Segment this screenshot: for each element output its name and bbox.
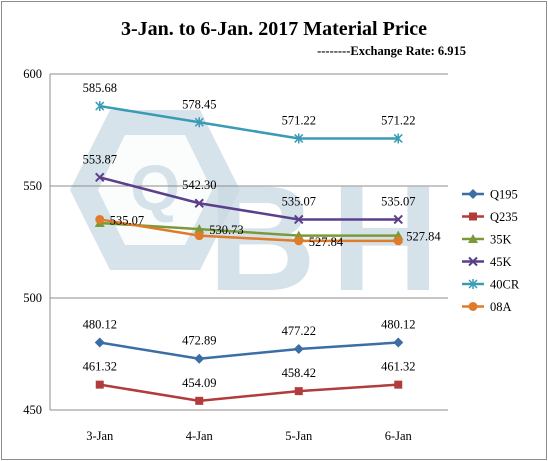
data-point-40cr xyxy=(393,133,403,144)
data-point-08a xyxy=(393,236,403,246)
data-point-45k xyxy=(95,172,105,183)
watermark-letter-h: H xyxy=(331,154,439,322)
data-label-q235: 458.42 xyxy=(282,366,316,380)
legend-marker xyxy=(469,212,477,221)
legend: Q195 Q235 35K 45K 40CR 08A xyxy=(462,188,520,314)
data-point-q195 xyxy=(393,337,404,348)
data-label-45k: 535.07 xyxy=(381,194,415,208)
data-point-45k xyxy=(393,214,403,225)
data-label-q195: 477.22 xyxy=(282,324,316,338)
marker-stroke xyxy=(393,214,403,225)
legend-label: 40CR xyxy=(490,278,520,292)
y-tick-label: 500 xyxy=(23,291,42,305)
data-label-08a: 527.84 xyxy=(309,235,344,249)
x-tick-label: 4-Jan xyxy=(186,429,214,443)
data-point-08a xyxy=(294,236,304,246)
legend-label: 45K xyxy=(490,255,512,269)
data-point-q235 xyxy=(294,387,303,396)
x-axis: 3-Jan 4-Jan 5-Jan 6-Jan xyxy=(50,409,448,443)
marker-stroke xyxy=(294,214,304,225)
y-tick-label: 550 xyxy=(23,179,42,193)
data-label-q195: 480.12 xyxy=(381,318,415,332)
data-label-q235: 461.32 xyxy=(381,360,415,374)
legend-label: 35K xyxy=(490,233,512,247)
marker-stroke xyxy=(194,198,204,208)
data-labels: 480.12 472.89 477.22 480.12 461.32 454.09 458.… xyxy=(83,81,442,390)
legend-item-40cr: 40CR xyxy=(462,278,520,292)
series-line-q235 xyxy=(99,383,399,403)
marker-stroke xyxy=(95,172,105,183)
legend-marker xyxy=(468,256,478,267)
chart-title: 3-Jan. to 6-Jan. 2017 Material Price xyxy=(121,18,427,40)
y-axis: 450 500 550 600 xyxy=(23,67,51,417)
legend-label: Q235 xyxy=(490,210,518,224)
y-tick-label: 450 xyxy=(23,403,42,417)
data-label-40cr: 571.22 xyxy=(282,113,316,127)
data-point-q195 xyxy=(194,353,205,364)
legend-marker xyxy=(468,234,478,243)
data-point-q235 xyxy=(95,380,104,389)
data-label-45k: 535.07 xyxy=(282,194,316,208)
data-label-q195: 480.12 xyxy=(83,318,117,332)
data-point-q235 xyxy=(195,396,204,405)
marker-stroke xyxy=(468,256,478,267)
data-label-45k: 553.87 xyxy=(83,152,117,166)
data-point-35k xyxy=(194,224,205,234)
legend-item-35k: 35K xyxy=(462,233,512,247)
legend-marker xyxy=(468,279,478,289)
x-tick-label: 5-Jan xyxy=(285,429,313,443)
data-point-08a xyxy=(95,214,105,224)
x-tick-label: 6-Jan xyxy=(385,429,413,443)
data-point-40cr xyxy=(194,117,204,128)
data-point-q235 xyxy=(394,380,403,389)
data-label-40cr: 585.68 xyxy=(83,81,117,95)
data-point-q195 xyxy=(94,337,105,348)
data-label-q195: 472.89 xyxy=(182,334,216,348)
legend-item-45k: 45K xyxy=(462,255,512,269)
y-tick-label: 600 xyxy=(23,67,42,81)
legend-item-q235: Q235 xyxy=(462,210,518,224)
legend-marker xyxy=(468,302,478,311)
data-label-q235: 454.09 xyxy=(182,376,216,390)
legend-item-08a: 08A xyxy=(462,300,512,314)
data-point-q195 xyxy=(293,344,304,355)
data-point-08a xyxy=(194,231,204,241)
series-line-45k xyxy=(99,176,399,221)
data-label-q235: 461.32 xyxy=(83,360,117,374)
data-label-08a: 535.07 xyxy=(110,213,144,227)
data-point-40cr xyxy=(95,101,105,112)
data-label-35k: 527.84 xyxy=(406,230,441,244)
series-line-q195 xyxy=(99,341,399,360)
chart-subtitle: --------Exchange Rate: 6.915 xyxy=(317,44,466,58)
data-label-40cr: 571.22 xyxy=(381,113,415,127)
series-line-35k xyxy=(99,221,399,237)
x-tick-label: 3-Jan xyxy=(86,429,114,443)
series-layer xyxy=(94,101,404,405)
data-label-40cr: 578.45 xyxy=(182,97,216,111)
data-point-40cr xyxy=(294,133,304,144)
data-label-45k: 542.30 xyxy=(182,178,216,192)
legend-item-q195: Q195 xyxy=(462,188,518,202)
data-point-45k xyxy=(294,214,304,225)
legend-label: 08A xyxy=(490,300,512,314)
data-point-45k xyxy=(194,198,204,208)
series-line-40cr xyxy=(99,104,399,140)
legend-marker xyxy=(468,189,478,199)
series-line-08a xyxy=(99,218,399,243)
legend-label: Q195 xyxy=(490,188,518,202)
data-label-35k: 530.73 xyxy=(209,223,243,237)
